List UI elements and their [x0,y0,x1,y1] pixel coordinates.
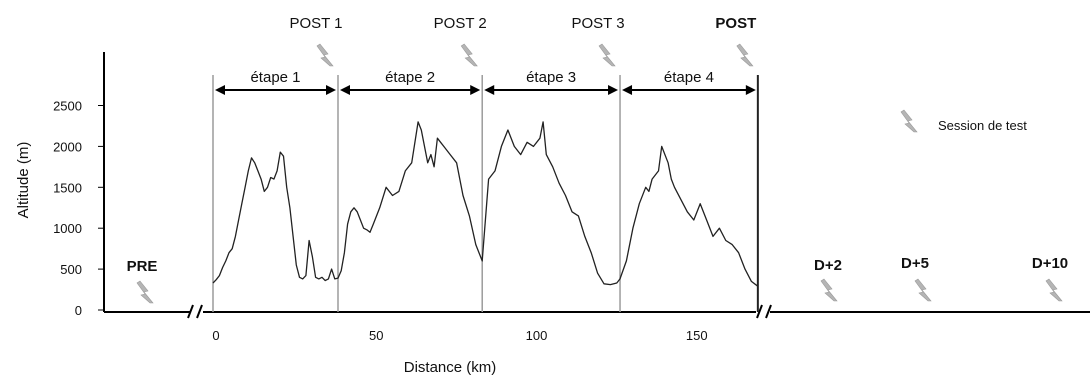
post-label: POST 3 [571,15,624,32]
x-tick-label: 150 [686,328,708,343]
lightning-icon [316,43,334,67]
stage-label: étape 4 [664,69,714,86]
stage-arrowhead-left [484,85,495,95]
stage-label: étape 1 [250,69,300,86]
stage-arrowhead-right [325,85,336,95]
lightning-icon [900,109,918,133]
elevation-profile-line [212,121,759,287]
lightning-icon [598,43,616,67]
post-label: POST 1 [289,15,342,32]
stage-arrowhead-left [622,85,633,95]
x-tick-label: 100 [526,328,548,343]
x-tick-label: 50 [369,328,383,343]
axis-break-mark [756,304,763,319]
stage-arrowhead-right [608,85,619,95]
stage-label: étape 2 [385,69,435,86]
lightning-icon [820,278,838,302]
x-axis-title: Distance (km) [404,359,497,376]
followup-label: D+10 [1032,255,1068,272]
lightning-icon [914,278,932,302]
followup-label: D+5 [901,255,929,272]
stage-arrowhead-left [215,85,225,95]
stage-arrowhead-left [339,85,350,95]
stage-label: étape 3 [526,69,576,86]
post-label: POST 2 [434,15,487,32]
y-tick-label: 1000 [53,221,82,236]
lightning-icon [136,280,154,304]
y-axis-title: Altitude (m) [15,142,32,219]
lightning-icon [460,43,478,67]
x-tick-label: 0 [212,328,219,343]
y-tick-label: 2000 [53,139,82,154]
legend-label: Session de test [938,118,1027,133]
stage-arrowhead-right [470,85,481,95]
axis-break-mark [187,304,194,319]
axis-break-mark [196,304,203,319]
y-tick-label: 0 [75,303,82,318]
axis-break-mark [765,304,772,319]
followup-label: D+2 [814,257,842,274]
post-label: POST [715,15,756,32]
y-tick-label: 1500 [53,180,82,195]
y-tick-label: 2500 [53,99,82,114]
lightning-icon [736,43,754,67]
y-tick-label: 500 [60,262,82,277]
stage-arrowhead-right [745,85,756,95]
pre-label: PRE [127,258,158,275]
lightning-icon [1045,278,1063,302]
